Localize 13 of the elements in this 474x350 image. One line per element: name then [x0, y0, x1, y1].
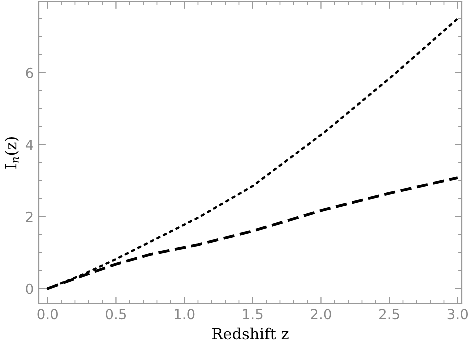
y-axis-title: I$_{n}$(z): [4, 138, 19, 169]
x-tick-label: 2.0: [311, 309, 332, 320]
y-tick-label: 4: [26, 140, 34, 150]
x-tick-label: 3.0: [448, 309, 468, 320]
x-tick-label: 2.5: [380, 309, 400, 320]
x-tick-label: 1.5: [243, 309, 263, 320]
x-tick-label: 1.0: [175, 309, 195, 320]
x-tick-label: 0.5: [106, 309, 126, 320]
x-tick-label: 0.0: [38, 309, 58, 320]
x-axis-title: Redshift z: [212, 328, 289, 340]
y-tick-label: 2: [26, 212, 33, 222]
y-tick-label: 0: [26, 284, 34, 294]
y-tick-label: 6: [26, 68, 34, 78]
